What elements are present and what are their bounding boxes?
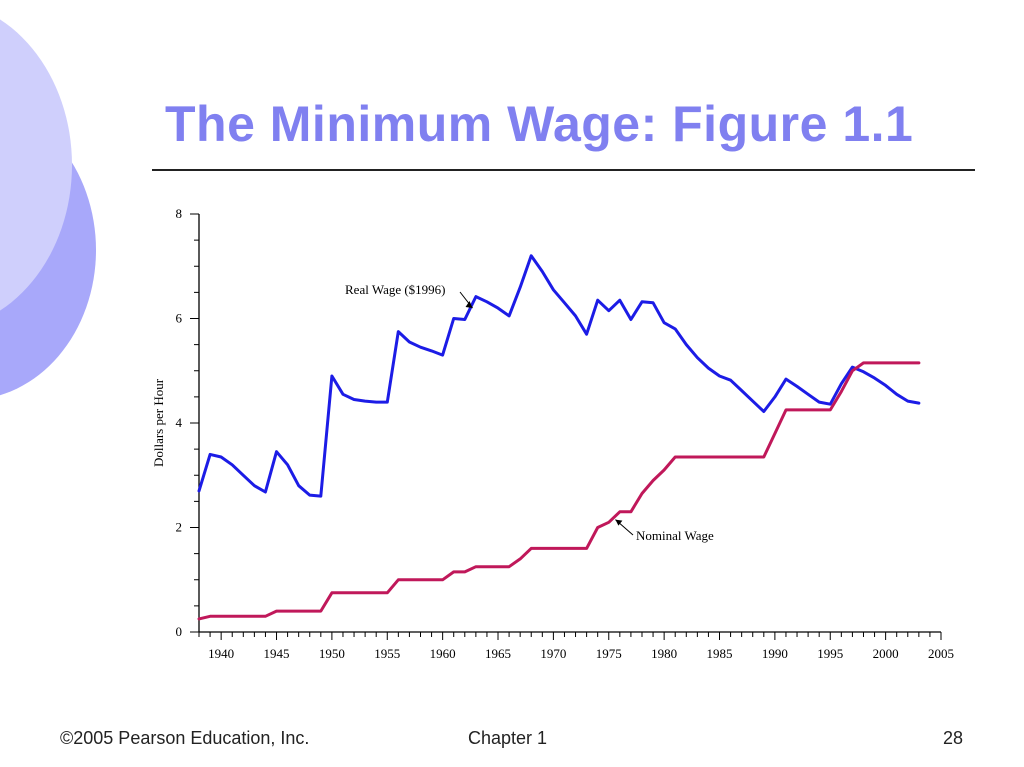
x-tick-label: 2000 <box>873 646 899 661</box>
x-tick-label: 1960 <box>430 646 456 661</box>
footer-page-number: 28 <box>943 728 964 748</box>
y-tick-label: 8 <box>176 206 183 221</box>
x-tick-label: 1990 <box>762 646 788 661</box>
x-tick-label: 1955 <box>374 646 400 661</box>
x-tick-label: 1975 <box>596 646 622 661</box>
title-divider <box>152 169 975 171</box>
x-tick-label: 1965 <box>485 646 511 661</box>
x-tick-label: 1945 <box>264 646 290 661</box>
chart-axes <box>198 214 941 633</box>
x-tick-label: 1940 <box>208 646 234 661</box>
chart-annotations: Real Wage ($1996) Nominal Wage <box>345 282 714 543</box>
chart-series <box>197 254 921 621</box>
nominal-wage-arrowhead <box>615 519 623 526</box>
y-tick-label: 6 <box>176 311 183 326</box>
nominal-wage-annotation: Nominal Wage <box>636 528 714 543</box>
y-tick-label: 0 <box>176 624 183 639</box>
slide-title: The Minimum Wage: Figure 1.1 <box>165 96 914 152</box>
y-tick-label: 4 <box>176 415 183 430</box>
real-wage-arrowhead <box>465 301 473 309</box>
x-tick-label: 1970 <box>540 646 566 661</box>
x-tick-label: 2005 <box>928 646 954 661</box>
x-tick-label: 1985 <box>707 646 733 661</box>
real-wage-line <box>197 254 921 498</box>
nominal-wage-line <box>197 361 921 621</box>
y-axis-label: Dollars per Hour <box>151 378 166 467</box>
x-tick-label: 1980 <box>651 646 677 661</box>
x-tick-label: 1950 <box>319 646 345 661</box>
real-wage-annotation: Real Wage ($1996) <box>345 282 446 297</box>
footer-copyright: ©2005 Pearson Education, Inc. <box>60 728 310 748</box>
footer-chapter: Chapter 1 <box>468 728 548 748</box>
x-tick-label: 1995 <box>817 646 843 661</box>
chart-ticks: 1940 1945 1950 1955 1960 1965 1970 1975 1980 1985… <box>176 206 955 661</box>
y-tick-label: 2 <box>176 520 183 535</box>
